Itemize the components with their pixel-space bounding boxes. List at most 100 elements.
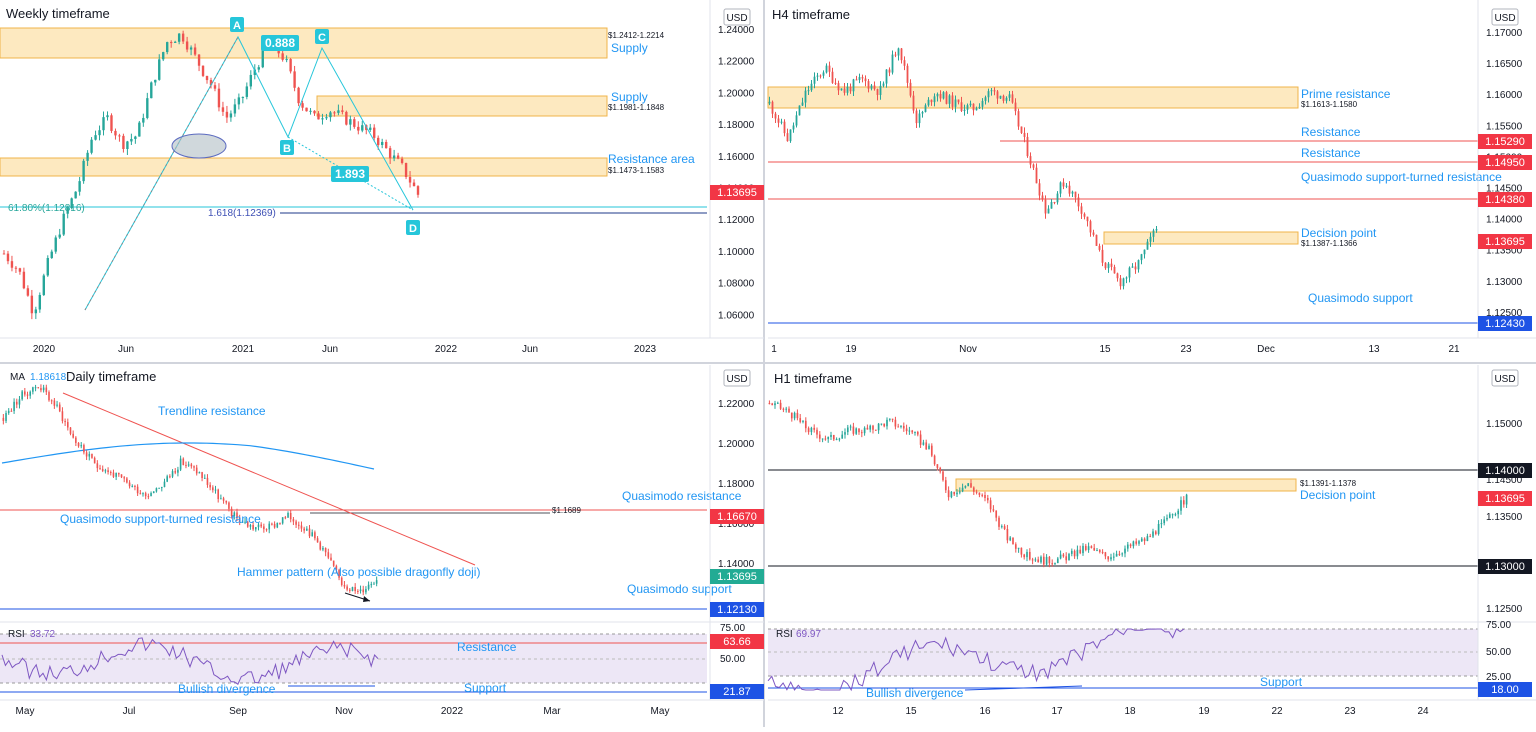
candle-body [249,525,252,527]
candle-body [1023,132,1026,137]
candle-body [883,423,886,427]
candle-body [273,523,276,528]
h1-currency-label: USD [1494,374,1515,385]
h4-qm-support-label: Quasimodo support [1308,291,1413,305]
weekly-currency-button[interactable] [723,8,751,26]
y-tick-label: 1.08000 [718,279,755,290]
candle-body [978,106,981,109]
candle-body [373,127,376,138]
candle-body [939,93,942,99]
candle-body [128,482,131,487]
candle-body [1096,550,1098,552]
x-tick-label: May [651,706,670,717]
x-tick-label: 19 [1198,706,1210,717]
candle-body [32,387,34,392]
candle-body [1071,191,1074,194]
candle-body [891,54,894,73]
daily-tag-12130-label: 1.12130 [717,604,757,616]
candle-body [257,524,260,528]
h4-tag-14950-label: 1.14950 [1485,157,1525,169]
h4-currency-button[interactable] [1491,8,1519,26]
candle-body [978,492,981,495]
candle-body [1115,553,1118,557]
h1-rsi-support-label: Support [1260,675,1303,689]
candle-body [807,428,810,433]
candle-body [840,88,843,91]
candle-body [373,583,375,585]
candle-body [150,82,153,99]
daily-trendline [62,392,476,566]
h1-x-ticks: 12 15 16 17 18 19 22 23 24 [832,706,1429,717]
candle-body [858,428,860,433]
candle-body [1157,523,1160,535]
candle-body [906,65,909,83]
candle-body [1047,208,1050,214]
candle-body [225,111,229,118]
candle-body [187,464,190,466]
candle-body [370,584,373,586]
candle-body [314,532,316,539]
daily-x-ticks: May Jul Sep Nov 2022 Mar May [16,706,670,717]
x-tick-label: Jun [118,344,134,355]
candle-body [197,54,201,66]
h4-tag-14380 [1478,192,1532,207]
candle-body [849,426,852,428]
candle-body [349,119,352,125]
candle-body [1126,544,1129,549]
weekly-title: Weekly timeframe [6,6,110,21]
candle-body [1140,254,1143,261]
candle-body [810,83,813,91]
candle-body [91,453,93,458]
candle-body [107,470,109,473]
h4-decision-range: $1.1387-1.1366 [1301,239,1358,248]
candle-body [774,403,776,406]
candle-body [860,432,863,434]
candle-body [1185,494,1188,505]
candle-body [377,137,380,145]
candle-body [944,480,947,491]
candle-body [236,512,238,518]
candle-body [54,237,57,252]
x-tick-label: 16 [979,706,991,717]
candle-body [181,33,185,42]
daily-rsi-tag-resistance [710,634,764,649]
candle-body [169,476,171,478]
x-tick-label: Jun [522,344,538,355]
candle-body [801,102,804,106]
h4-tag-14380-label: 1.14380 [1485,194,1525,206]
candle-body [992,509,995,511]
candle-body [1008,94,1011,98]
h1-currency-button[interactable] [1491,369,1519,387]
candle-body [1083,213,1086,217]
candle-body [1113,266,1116,274]
candle-body [265,529,268,531]
candle-body [260,524,262,527]
candle-body [1012,537,1014,545]
candle-body [110,115,113,131]
candle-body [1050,202,1053,209]
candle-body [40,388,42,391]
candle-body [816,429,818,435]
candle-body [954,99,957,107]
candle-body [819,75,822,77]
h4-tag-12430-label: 1.12430 [1485,318,1525,330]
candle-body [1026,136,1029,157]
candle-body [337,110,340,113]
candle-body [254,527,257,530]
h4-tag-15290-label: 1.15290 [1485,136,1525,148]
candle-body [882,83,885,86]
candle-body [400,158,404,163]
daily-currency-button[interactable] [723,369,751,387]
candle-body [1119,278,1122,287]
candle-body [846,427,849,433]
candle-body [271,523,273,525]
candle-body [233,104,237,114]
candle-body [361,125,364,131]
candle-body [34,309,38,314]
candle-body [1121,553,1124,555]
candle-body [793,412,796,419]
daily-rsi-tick-50: 50.00 [720,654,745,665]
candle-body [348,589,351,591]
daily-ma-value: 1.18618 [30,372,67,383]
